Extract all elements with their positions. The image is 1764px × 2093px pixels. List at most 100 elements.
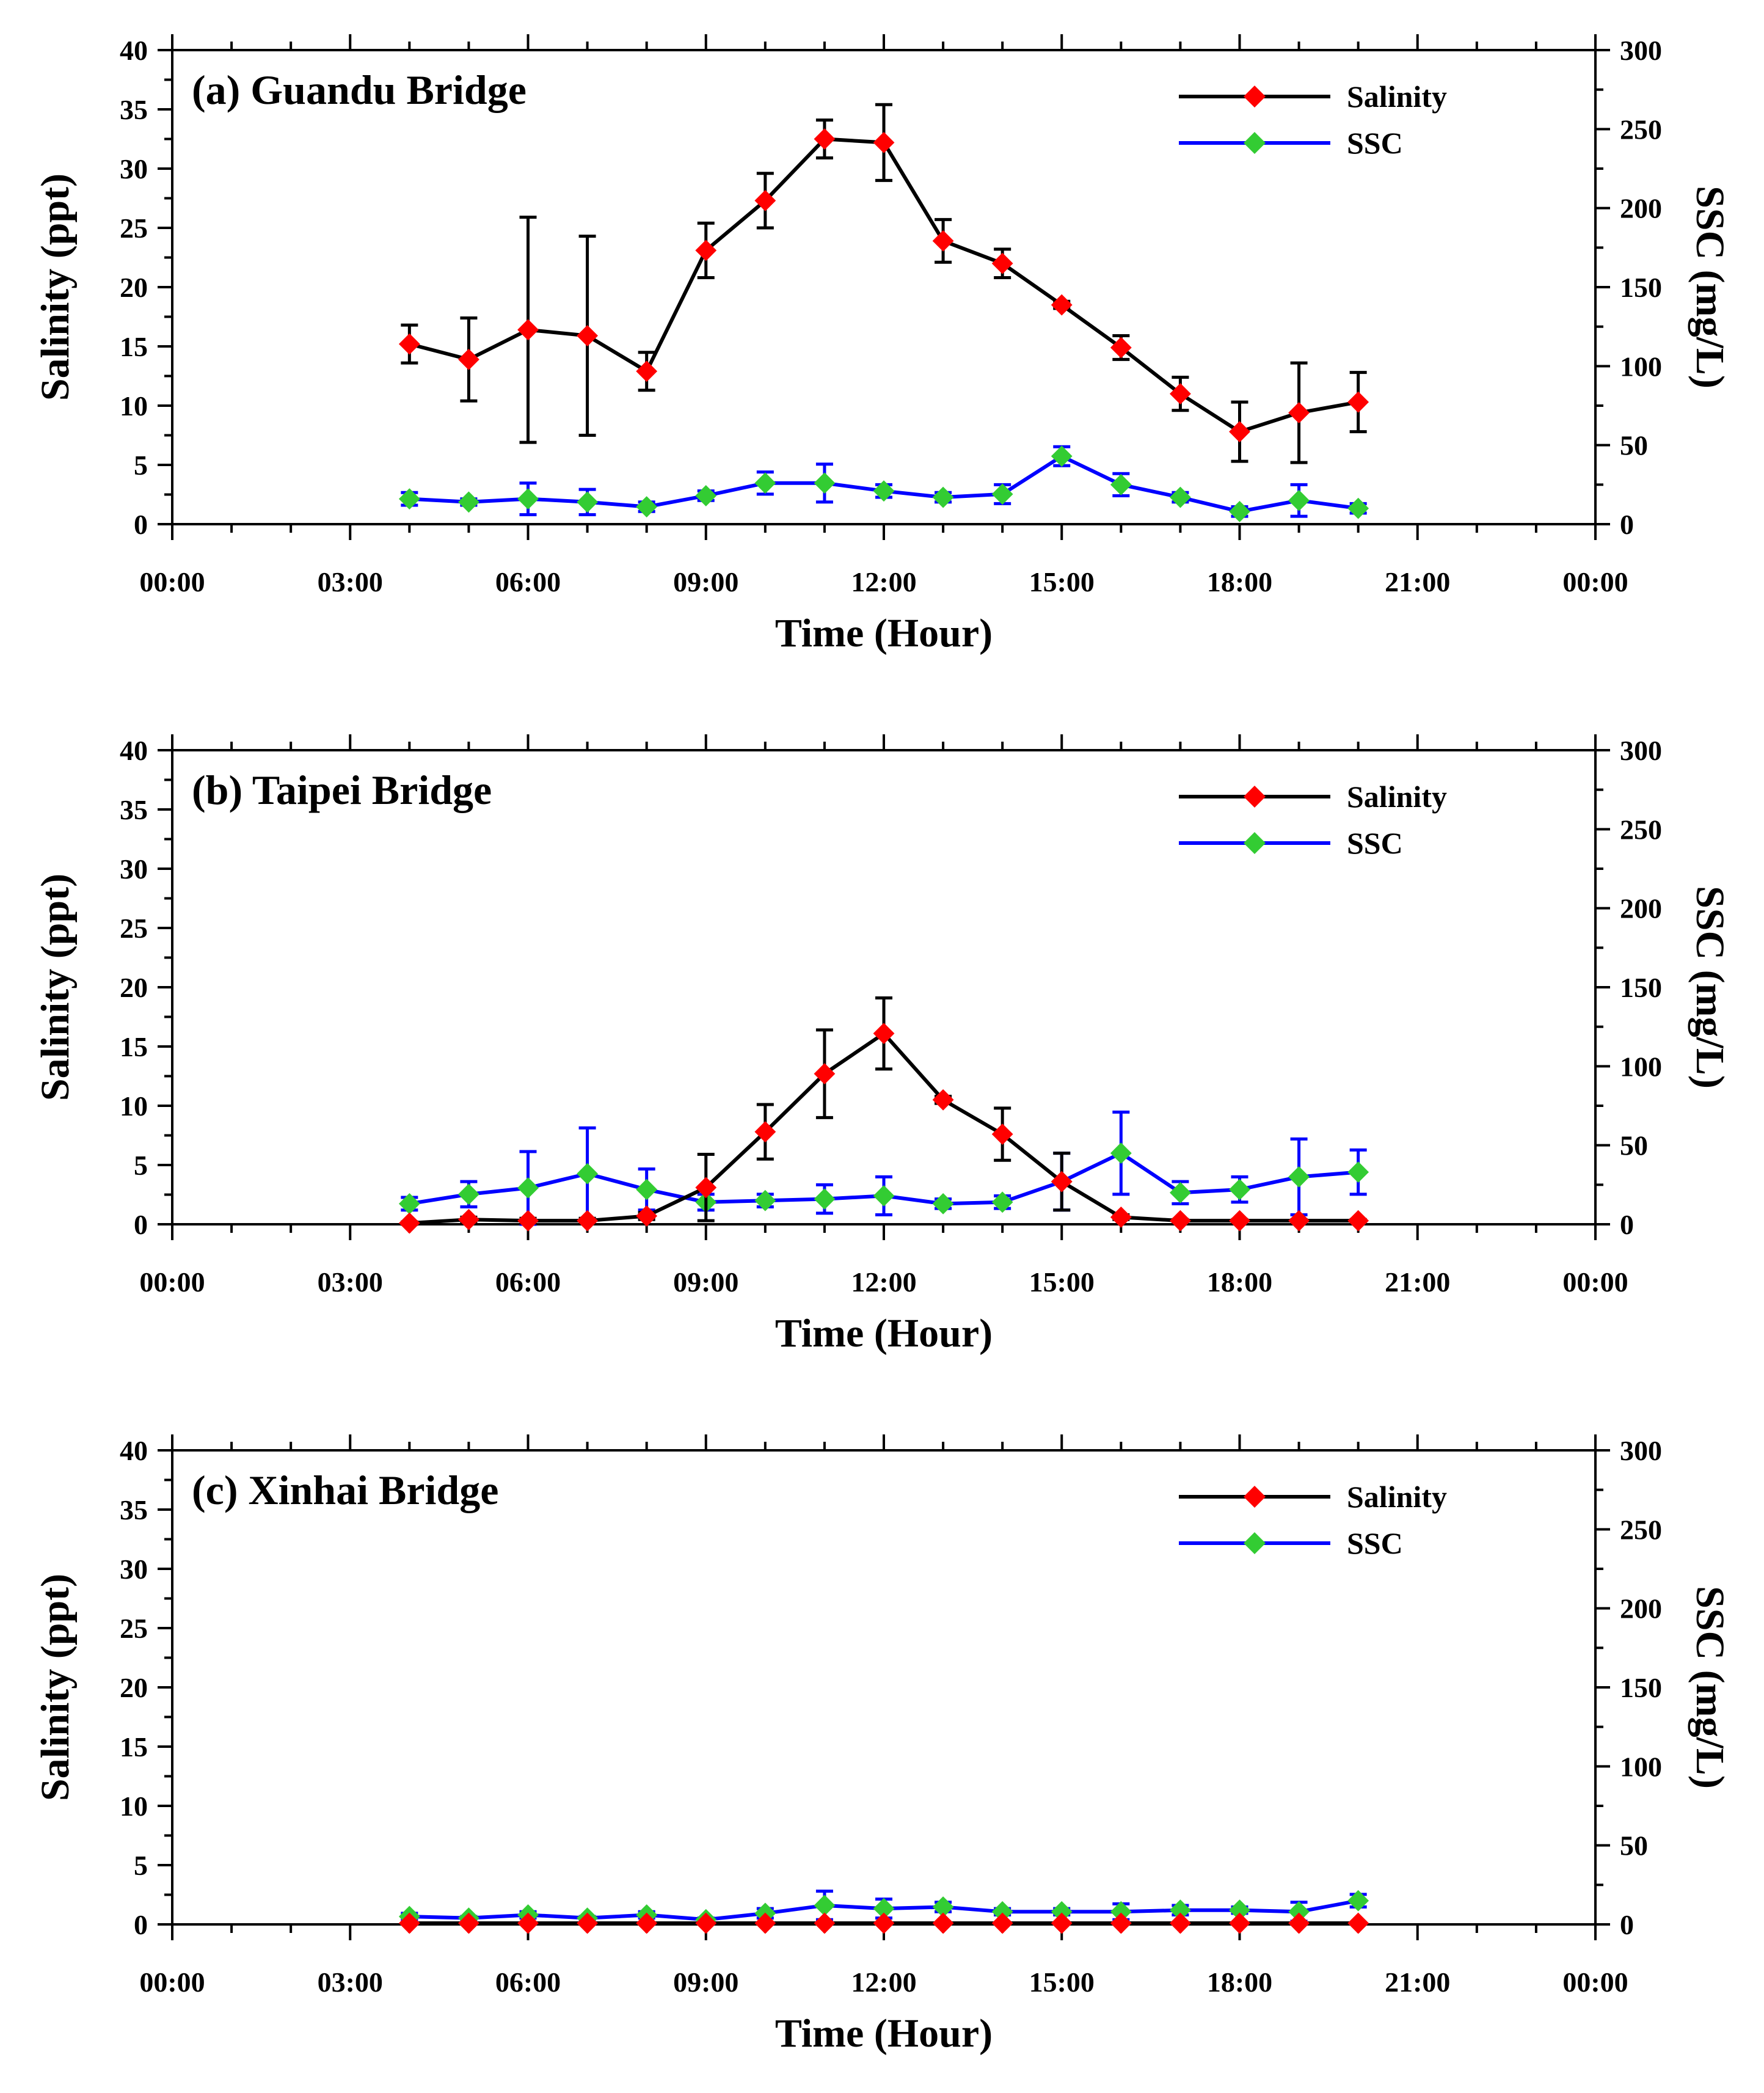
data-point <box>932 1089 954 1111</box>
data-point <box>1170 486 1191 508</box>
data-point <box>517 1210 539 1232</box>
data-point <box>814 472 836 494</box>
data-point <box>1110 337 1132 359</box>
data-point <box>873 1023 895 1045</box>
series-ssc <box>398 445 1369 522</box>
y-tick-label: 20 <box>120 972 148 1003</box>
legend-marker <box>1244 786 1266 808</box>
data-point <box>398 333 420 355</box>
y-tick-label: 25 <box>120 1613 148 1644</box>
x-tick-label: 03:00 <box>318 1967 383 1998</box>
data-point <box>991 483 1013 505</box>
data-point <box>1288 1912 1310 1934</box>
y2-tick-label: 200 <box>1620 893 1662 924</box>
x-tick-label: 15:00 <box>1029 566 1095 597</box>
x-tick-label: 03:00 <box>318 1266 383 1298</box>
x-tick-label: 09:00 <box>673 566 738 597</box>
y-tick-label: 0 <box>134 1209 148 1240</box>
y2-tick-label: 50 <box>1620 1830 1648 1861</box>
x-tick-label: 12:00 <box>851 566 916 597</box>
data-point <box>1347 1161 1369 1183</box>
data-point <box>636 1178 658 1200</box>
data-point <box>1051 1171 1073 1193</box>
x-tick-label: 00:00 <box>1562 1967 1628 1998</box>
data-point <box>754 1189 776 1211</box>
data-point <box>932 1193 954 1215</box>
y-tick-label: 30 <box>120 1554 148 1585</box>
y2-tick-label: 300 <box>1620 1435 1662 1466</box>
data-point <box>932 1912 954 1934</box>
y-tick-label: 35 <box>120 794 148 825</box>
data-point <box>1347 1890 1369 1912</box>
data-point <box>1051 1912 1073 1934</box>
x-axis-title: Time (Hour) <box>775 611 993 656</box>
x-tick-label: 21:00 <box>1385 1266 1450 1298</box>
x-tick-label: 21:00 <box>1385 566 1450 597</box>
data-point <box>1347 1210 1369 1232</box>
legend-marker <box>1244 86 1266 108</box>
data-point <box>1170 1912 1191 1934</box>
data-point <box>932 486 954 508</box>
data-point <box>1229 1912 1250 1934</box>
data-point <box>991 1191 1013 1213</box>
data-point <box>1288 1210 1310 1232</box>
legend-marker <box>1244 1486 1266 1508</box>
data-point <box>754 1121 776 1143</box>
data-point <box>1051 294 1073 316</box>
y2-tick-label: 50 <box>1620 1130 1648 1161</box>
y-tick-label: 5 <box>134 450 148 481</box>
y2-tick-label: 0 <box>1620 509 1634 540</box>
data-point <box>695 1912 717 1934</box>
legend: Salinity SSC <box>1179 1480 1447 1560</box>
x-tick-label: 06:00 <box>495 1967 561 1998</box>
y2-tick-label: 200 <box>1620 1593 1662 1624</box>
y-tick-label: 30 <box>120 153 148 184</box>
data-point <box>1347 497 1369 519</box>
series-ssc <box>398 1110 1369 1226</box>
data-point <box>991 1912 1013 1934</box>
x-tick-label: 00:00 <box>139 1266 205 1298</box>
data-point <box>458 1183 479 1205</box>
data-point <box>814 128 836 150</box>
data-point <box>1051 445 1073 467</box>
data-point <box>577 491 598 513</box>
panel-title: (a) Guandu Bridge <box>192 67 527 113</box>
y-tick-label: 20 <box>120 272 148 303</box>
data-point <box>991 1123 1013 1145</box>
y2-tick-label: 250 <box>1620 114 1662 145</box>
plot-frame <box>171 1449 1597 1926</box>
y-tick-label: 40 <box>120 735 148 766</box>
legend-label: Salinity <box>1347 1480 1447 1514</box>
x-tick-label: 00:00 <box>1562 566 1628 597</box>
data-point <box>1288 489 1310 511</box>
y-tick-label: 10 <box>120 1791 148 1822</box>
data-point <box>1229 421 1250 443</box>
y-axis-title: Salinity (ppt) <box>33 1574 78 1801</box>
x-tick-label: 00:00 <box>139 1967 205 1998</box>
data-point <box>932 230 954 252</box>
y-tick-label: 10 <box>120 1090 148 1122</box>
data-point <box>1229 1178 1250 1200</box>
y-tick-label: 40 <box>120 1435 148 1466</box>
data-point <box>1288 402 1310 424</box>
panel-title: (c) Xinhai Bridge <box>192 1467 498 1513</box>
series-salinity <box>398 1912 1369 1934</box>
data-point <box>458 348 479 370</box>
legend-label: SSC <box>1347 826 1403 860</box>
data-point <box>695 239 717 261</box>
x-tick-label: 03:00 <box>318 566 383 597</box>
data-point <box>1347 391 1369 413</box>
y-tick-label: 25 <box>120 913 148 944</box>
data-point <box>577 325 598 346</box>
plot-frame <box>171 749 1597 1225</box>
data-point <box>695 1177 717 1199</box>
series-salinity <box>398 996 1369 1234</box>
panel-1: 00:00 03:00 06:00 09:00 12:00 15:00 18:00 21:00… <box>33 34 1732 656</box>
data-point <box>1347 1912 1369 1934</box>
data-point <box>754 189 776 211</box>
y-tick-label: 15 <box>120 331 148 362</box>
x-tick-label: 06:00 <box>495 1266 561 1298</box>
y2-tick-label: 0 <box>1620 1209 1634 1240</box>
y2-axis-title: SSC (mg/L) <box>1688 1586 1732 1789</box>
